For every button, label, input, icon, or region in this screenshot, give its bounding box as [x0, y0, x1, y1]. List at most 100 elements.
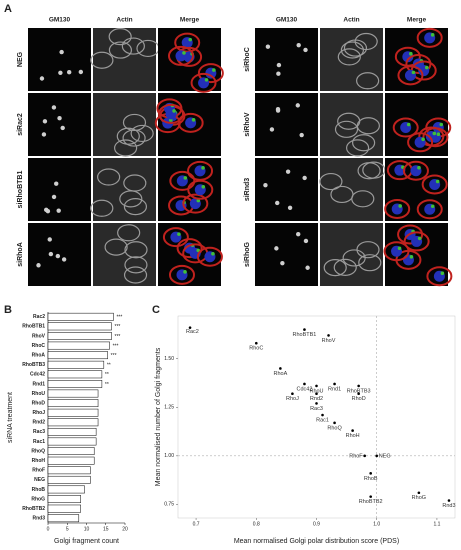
cell-outline [342, 249, 366, 267]
micrograph [93, 28, 156, 91]
bar [47, 495, 81, 503]
cell-outline [352, 134, 376, 152]
point-label: RhoG [412, 495, 426, 501]
cell-actin [416, 199, 443, 220]
micrograph [255, 28, 318, 91]
golgi-spot [36, 263, 41, 268]
cell-outline [124, 256, 148, 274]
cell-actin [383, 241, 410, 262]
cell-actin [177, 112, 204, 133]
cell-outline [97, 168, 121, 186]
bar [47, 408, 99, 417]
panel-label: B [4, 304, 12, 316]
cell-outline [90, 51, 114, 69]
golgi-spot [48, 251, 54, 257]
panel-label: A [4, 3, 12, 15]
golgi [201, 184, 206, 189]
bar [47, 399, 99, 408]
row-label: NEG [17, 51, 24, 67]
cell-actin [158, 103, 185, 124]
y-tick-label: 1.50 [164, 356, 174, 362]
golgi-spot [60, 125, 65, 131]
row-label: siRhoBTB1 [17, 171, 24, 209]
cell-outline [330, 185, 354, 204]
micrograph [93, 158, 156, 221]
row-label: siRhoA [17, 242, 24, 267]
golgi-spot [280, 260, 285, 266]
golgi-spot [78, 69, 84, 75]
significance: ** [105, 372, 109, 378]
cell-actin [416, 27, 443, 48]
micrograph [320, 28, 383, 91]
cell-outline [121, 37, 145, 55]
category-label: RhoBTB1 [22, 324, 45, 330]
golgi-spot [61, 257, 67, 262]
cell-actin [174, 32, 201, 53]
golgi-spot [295, 103, 300, 108]
bar [47, 485, 85, 494]
x-tick-label: 0 [47, 526, 50, 532]
point-label: RhoV [322, 338, 336, 344]
category-label: Rac1 [33, 439, 45, 445]
category-label: Cdc42 [30, 372, 45, 378]
point-label: NEG [379, 453, 391, 459]
category-label: RhoB [32, 487, 46, 493]
cell-actin [403, 231, 430, 252]
category-label: RhoU [32, 391, 46, 397]
cell-actin [402, 160, 429, 181]
golgi-spot [66, 69, 72, 75]
cell-actin [384, 198, 411, 219]
cell-outline [104, 238, 128, 256]
golgi [398, 204, 402, 208]
micrograph [255, 93, 318, 156]
point [417, 491, 421, 495]
golgi-spot [269, 127, 275, 132]
category-label: Rac3 [33, 429, 45, 435]
row-label: siRhoV [244, 112, 251, 136]
cell-outline [90, 199, 114, 217]
cell-outline [117, 224, 141, 242]
category-label: Rnd1 [33, 381, 46, 387]
point-label: RhoBTB2 [359, 499, 383, 505]
point-label: RhoQ [327, 425, 342, 431]
bar [47, 427, 97, 436]
bar [47, 504, 81, 513]
column-title: GM130 [49, 17, 71, 24]
point-label: Rac3 [310, 406, 323, 412]
golgi-spot [274, 246, 279, 251]
plot-area [177, 315, 456, 519]
golgi-spot [51, 194, 57, 200]
golgi-spot [41, 132, 47, 137]
golgi [182, 51, 186, 55]
point-label: RhoU [309, 388, 323, 394]
golgi-spot [57, 116, 62, 121]
significance: ** [105, 382, 109, 388]
point-label: RhoB [364, 476, 378, 482]
golgi [406, 122, 411, 127]
category-label: RhoJ [33, 410, 46, 416]
point-label: Rnd3 [442, 503, 455, 509]
point [327, 334, 330, 337]
golgi-spot [276, 62, 282, 68]
row-label: siRhoC [244, 47, 251, 72]
golgi [177, 232, 181, 236]
point-label: Cdc42 [297, 386, 313, 392]
x-tick-label: 10 [84, 526, 90, 532]
golgi [411, 70, 416, 75]
cell-outline [124, 241, 148, 259]
x-tick-label: 0.8 [253, 521, 260, 527]
category-label: RhoV [32, 333, 46, 339]
point-label: Rac1 [316, 418, 329, 424]
golgi [435, 179, 440, 184]
point [351, 429, 354, 432]
point [303, 382, 306, 386]
cell-outline [337, 112, 361, 130]
golgi [211, 251, 215, 256]
point [369, 495, 372, 498]
cell-outline [340, 41, 364, 59]
cell-outline [345, 139, 370, 157]
x-axis-label: Mean normalised Golgi polar distribution… [234, 538, 399, 545]
golgi-spot [39, 76, 45, 81]
significance: *** [113, 343, 119, 349]
golgi [201, 166, 205, 170]
